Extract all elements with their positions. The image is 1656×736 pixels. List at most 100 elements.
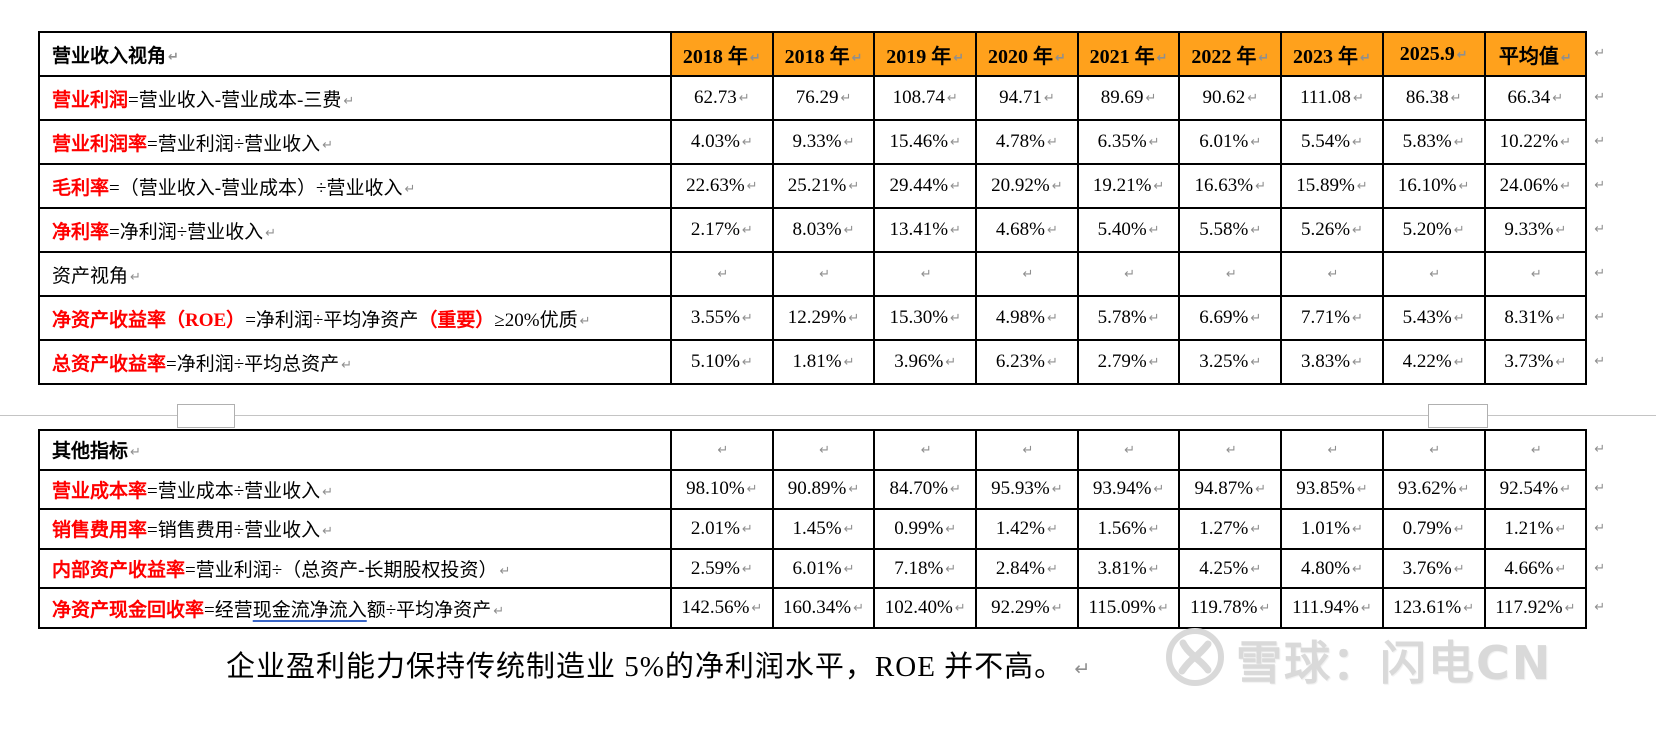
value-cell: 16.10% ↵ — [1381, 163, 1486, 209]
paragraph-mark: ↵ — [493, 603, 505, 619]
cell-value: 66.34 — [1507, 87, 1551, 108]
end-of-row-mark-cell: ↵ — [1586, 509, 1621, 549]
value-cell: ↵ — [771, 429, 876, 471]
value-cell: ↵ — [1178, 429, 1283, 471]
value-cell: 3.96% ↵ — [873, 339, 978, 385]
paragraph-mark: ↵ — [741, 521, 753, 537]
cell-value: 20.92% — [991, 175, 1050, 196]
year-header-label: 2018 年 — [784, 45, 850, 68]
value-cell: ↵ — [975, 251, 1079, 297]
paragraph-mark: ↵ — [1555, 355, 1567, 370]
value-cell: 142.56% ↵ — [670, 587, 774, 629]
paragraph-mark: ↵ — [1458, 179, 1470, 194]
cell-value: 22.63% — [686, 175, 745, 196]
paragraph-mark: ↵ — [1250, 561, 1262, 577]
paragraph-mark: ↵ — [1555, 561, 1567, 577]
value-cell: 6.69% ↵ — [1178, 295, 1283, 341]
value-cell: 1.56% ↵ — [1076, 508, 1181, 550]
paragraph-mark: ↵ — [1258, 50, 1270, 66]
value-cell: 5.83% ↵ — [1381, 119, 1486, 165]
table-resize-handle-right — [1428, 404, 1488, 428]
value-cell: 94.71 ↵ — [975, 75, 1079, 121]
cell-value: 16.63% — [1194, 175, 1254, 196]
cell-value: 3.96% — [894, 351, 944, 372]
row-label-internal-asset-return: 内部资产收益率=营业利润÷（总资产-长期股权投资） ↵ — [38, 547, 672, 590]
end-of-row-mark-cell: ↵ — [1586, 32, 1621, 76]
row-label-segment: 总资产收益率 — [52, 353, 167, 375]
cell-value: 25.21% — [787, 175, 847, 196]
paragraph-mark: ↵ — [950, 179, 961, 194]
value-cell: ↵ — [1076, 429, 1181, 471]
cell-value: 1.42% — [995, 517, 1045, 539]
row-label-segment: =销售费用÷营业收入 — [147, 520, 321, 542]
paragraph-mark: ↵ — [1560, 482, 1572, 498]
paragraph-mark: ↵ — [1148, 521, 1160, 537]
cell-value: 3.73% — [1504, 351, 1554, 372]
value-cell: 8.31% ↵ — [1483, 295, 1588, 341]
cell-value: 5.40% — [1097, 219, 1147, 240]
row-label-segment: 净资产现金回收率 — [52, 599, 205, 621]
row-label-other-indicators-section: 其他指标 ↵ — [38, 429, 672, 471]
paragraph-mark: ↵ — [1255, 482, 1267, 498]
end-of-row-mark-cell: ↵ — [1586, 469, 1621, 510]
paragraph-mark: ↵ — [1051, 482, 1063, 498]
paragraph-mark: ↵ — [1124, 442, 1136, 458]
value-cell: 76.29 ↵ — [771, 75, 876, 121]
paragraph-mark: ↵ — [1594, 46, 1606, 61]
cell-value: 8.03% — [792, 219, 842, 240]
paragraph-mark: ↵ — [1148, 561, 1160, 577]
cell-value: 3.25% — [1199, 351, 1249, 372]
other-indicators-table: 其他指标 ↵ ↵ ↵ ↵ ↵ ↵ ↵ ↵ ↵ ↵ ↵ 营业成本率=营业成本÷营业收入 ↵ 98.10% ↵ 90… — [38, 429, 1621, 629]
cell-value: 5.10% — [690, 351, 740, 372]
paragraph-mark: ↵ — [1153, 179, 1165, 194]
paragraph-mark: ↵ — [1327, 442, 1339, 458]
value-cell: 5.54% ↵ — [1280, 119, 1384, 165]
table-row-operating-cost-ratio: 营业成本率=营业成本÷营业收入 ↵ 98.10% ↵ 90.89% ↵ 84.70% ↵ 95.… — [38, 468, 1621, 511]
value-cell: 66.34 ↵ — [1483, 75, 1588, 121]
cell-value: 93.94% — [1092, 478, 1152, 500]
cell-value: 15.89% — [1296, 175, 1355, 196]
value-cell: 3.55% ↵ — [670, 295, 774, 341]
value-cell: 29.44% ↵ — [873, 163, 978, 209]
value-cell: 117.92% ↵ — [1483, 587, 1588, 629]
paragraph-mark: ↵ — [1046, 135, 1058, 150]
value-cell: ↵ — [873, 429, 978, 471]
table-row-other-indicators-section: 其他指标 ↵ ↵ ↵ ↵ ↵ ↵ ↵ ↵ ↵ ↵ ↵ — [38, 429, 1621, 471]
cell-value: 12.29% — [787, 307, 847, 328]
value-cell: 2.17% ↵ — [670, 207, 774, 253]
paragraph-mark: ↵ — [1046, 521, 1058, 537]
value-cell: 10.22% ↵ — [1483, 119, 1588, 165]
value-cell: 1.27% ↵ — [1178, 508, 1283, 550]
paragraph-mark: ↵ — [130, 445, 141, 461]
value-cell: 123.61% ↵ — [1381, 587, 1486, 629]
cell-value: 111.94% — [1292, 597, 1359, 619]
row-label-segment: 其他指标 — [52, 441, 129, 463]
table-row-operating-profit-margin: 营业利润率=营业利润÷营业收入 ↵ 4.03% ↵ 9.33% ↵ 15.46% ↵ 4.78%… — [38, 119, 1621, 165]
value-cell: 9.33% ↵ — [1483, 207, 1588, 253]
paragraph-mark: ↵ — [1352, 521, 1363, 537]
row-label-segment: 营业利润 — [52, 89, 129, 111]
value-cell: 4.22% ↵ — [1381, 339, 1486, 385]
paragraph-mark: ↵ — [499, 564, 511, 580]
paragraph-mark: ↵ — [343, 93, 355, 109]
paragraph-mark: ↵ — [950, 135, 961, 150]
value-cell: 93.94% ↵ — [1076, 468, 1181, 511]
value-cell: 3.76% ↵ — [1381, 547, 1486, 590]
paragraph-mark: ↵ — [1360, 50, 1371, 66]
paragraph-mark: ↵ — [1352, 311, 1363, 326]
paragraph-mark: ↵ — [717, 267, 729, 282]
value-cell: 5.43% ↵ — [1381, 295, 1486, 341]
paragraph-mark: ↵ — [1594, 178, 1606, 193]
row-label-segment: （重要） — [418, 309, 495, 331]
year-header-cell: 2025.9 ↵ — [1381, 31, 1486, 77]
paragraph-mark: ↵ — [1148, 311, 1160, 326]
value-cell: 24.06% ↵ — [1483, 163, 1588, 209]
year-header-cell: 2023 年 ↵ — [1280, 31, 1384, 77]
cell-value: 5.54% — [1300, 131, 1351, 152]
paragraph-mark: ↵ — [1250, 311, 1262, 326]
cell-value: 102.40% — [884, 597, 953, 619]
value-cell: 4.98% ↵ — [975, 295, 1079, 341]
paragraph-mark: ↵ — [1124, 267, 1136, 282]
cell-value: 10.22% — [1499, 131, 1559, 152]
value-cell: 5.26% ↵ — [1280, 207, 1384, 253]
